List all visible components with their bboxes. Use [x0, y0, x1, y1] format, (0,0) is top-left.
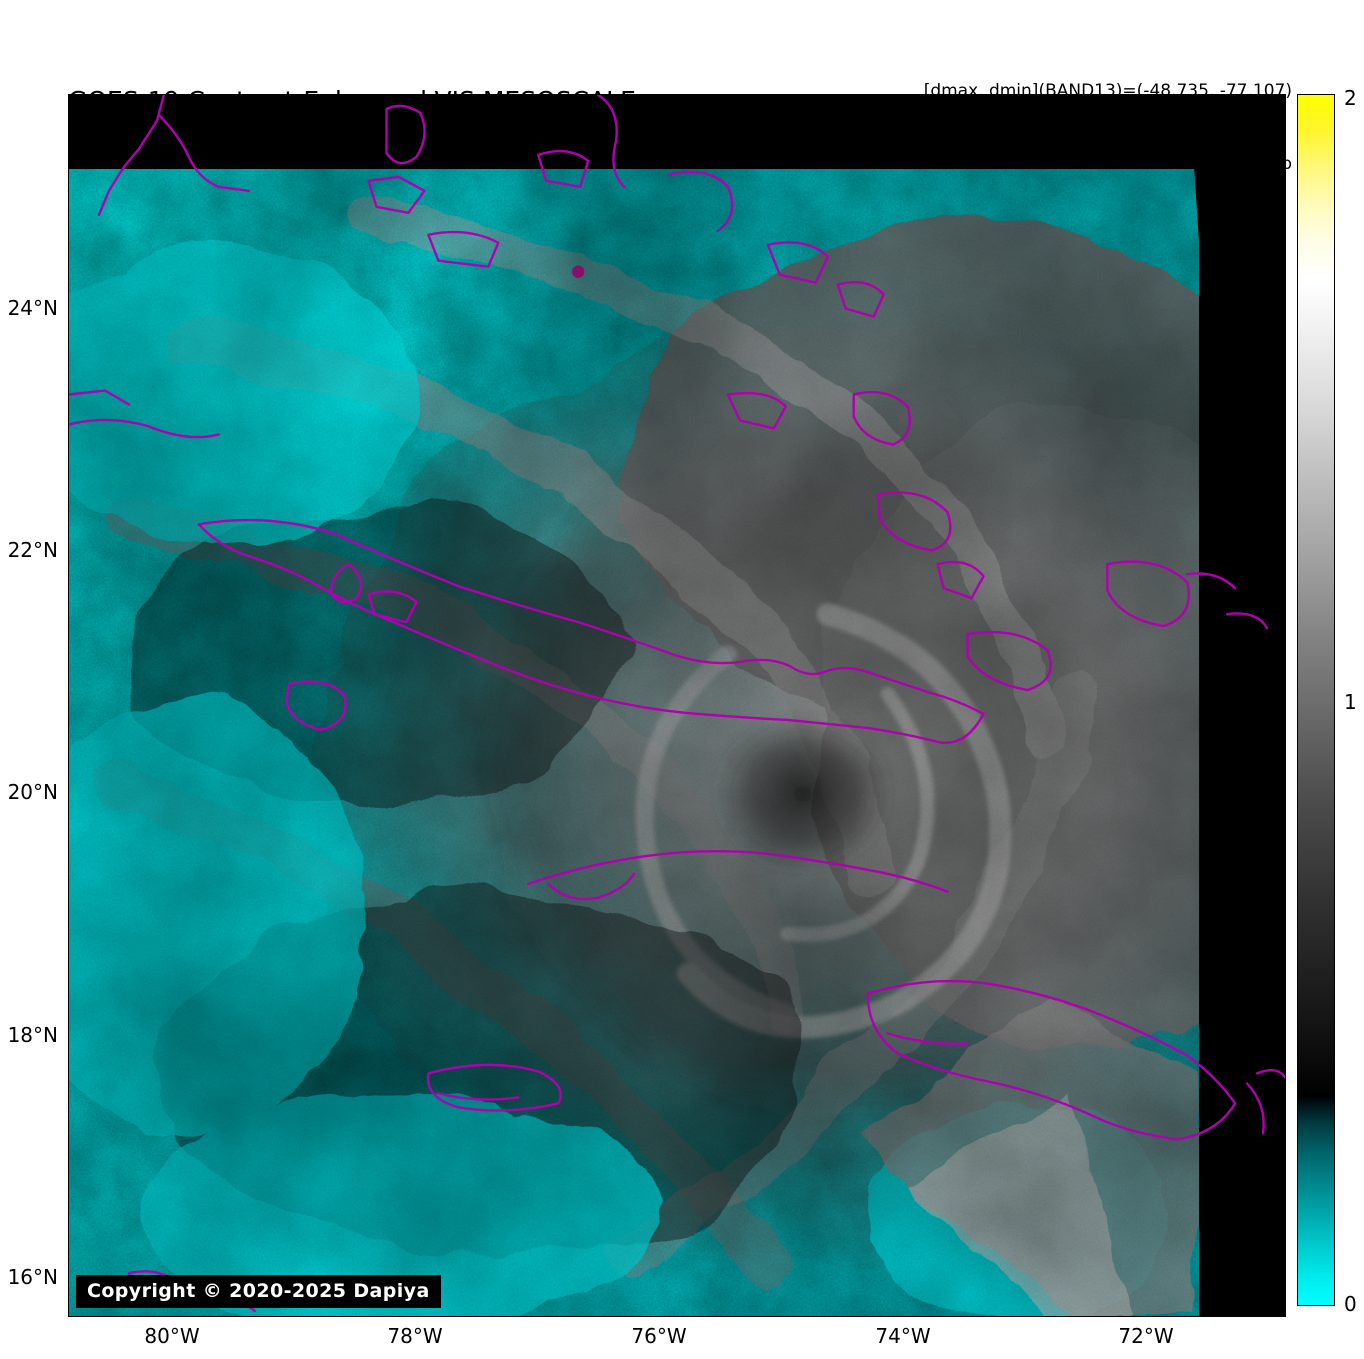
x-tick-label: 72°W [1118, 1324, 1174, 1348]
copyright-watermark: Copyright © 2020-2025 Dapiya [76, 1275, 441, 1308]
colorbar-tick-label: 2 [1344, 86, 1357, 110]
y-tick-label: 22°N [7, 538, 58, 562]
x-tick-label: 74°W [875, 1324, 931, 1348]
x-tick-label: 78°W [387, 1324, 443, 1348]
satellite-imagery [69, 95, 1285, 1316]
colorbar-tick-label: 1 [1344, 690, 1357, 714]
x-tick-label: 76°W [631, 1324, 687, 1348]
y-tick-label: 18°N [7, 1023, 58, 1047]
satellite-image-panel[interactable]: Copyright © 2020-2025 Dapiya [68, 94, 1286, 1317]
colorbar-tick-label: 0 [1344, 1292, 1357, 1316]
x-tick-label: 80°W [144, 1324, 200, 1348]
y-tick-label: 16°N [7, 1265, 58, 1289]
colorbar [1297, 94, 1335, 1306]
y-tick-label: 20°N [7, 780, 58, 804]
y-tick-label: 24°N [7, 296, 58, 320]
